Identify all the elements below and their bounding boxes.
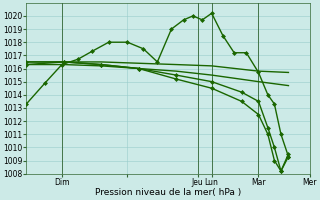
X-axis label: Pression niveau de la mer( hPa ): Pression niveau de la mer( hPa )	[95, 188, 241, 197]
